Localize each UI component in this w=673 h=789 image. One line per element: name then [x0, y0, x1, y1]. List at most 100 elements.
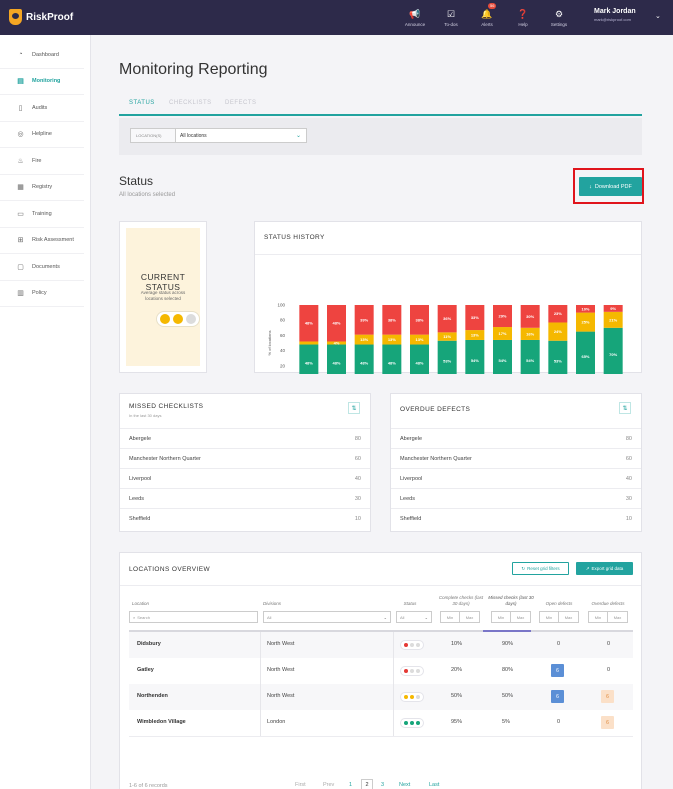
data-label: 48%: [332, 321, 340, 326]
pager-page-2[interactable]: 2: [361, 779, 373, 789]
sorted-column-indicator: [483, 630, 531, 632]
location-name: Abergele: [129, 435, 152, 442]
sidebar-item-risk-assessment[interactable]: ⊞ Risk Assessment: [0, 228, 84, 254]
sidebar-item-dashboard[interactable]: ◔ Dashboard: [0, 42, 84, 69]
help-icon: ❓: [517, 8, 529, 19]
table-row[interactable]: Northenden North West 50% 50% 6 6: [129, 684, 633, 710]
cell-complete: 50%: [451, 693, 463, 699]
sidebar-item-training[interactable]: ▭ Training: [0, 201, 84, 228]
open-defects-range-filter[interactable]: Min Max: [539, 611, 579, 623]
sidebar-item-monitoring[interactable]: ▤ Monitoring: [0, 69, 84, 95]
sidebar-item-registry[interactable]: ▦ Registry: [0, 175, 84, 201]
overdue-defects-card: OVERDUE DEFECTS ⇅ Abergele 80 Manchester …: [390, 393, 642, 532]
min-input[interactable]: Min: [539, 611, 559, 623]
gear-icon: ⚙: [554, 8, 564, 19]
nav-alerts[interactable]: 🔔 56 Alerts: [469, 0, 505, 35]
data-label: 13%: [471, 333, 479, 338]
table-row[interactable]: Didsbury North West 10% 90% 0 0: [129, 632, 633, 658]
min-input[interactable]: Min: [491, 611, 511, 623]
pager-next[interactable]: Next: [399, 782, 411, 788]
max-input[interactable]: Max: [559, 611, 579, 623]
brand-logo[interactable]: RiskProof: [9, 9, 73, 25]
download-pdf-button[interactable]: ↓ Download PDF: [579, 177, 642, 196]
y-tick-label: 80: [280, 318, 286, 323]
table-row[interactable]: Wimbledon Village London 95% 5% 0 6: [129, 710, 633, 736]
sidebar-item-helpline[interactable]: ◎ Helpline: [0, 122, 84, 148]
missed-range-filter[interactable]: Min Max: [491, 611, 531, 623]
column-header-missed-checks[interactable]: Missed checks (last 30 days): [488, 595, 534, 606]
pager-first[interactable]: First: [295, 782, 306, 788]
status-light: [409, 668, 415, 674]
max-input[interactable]: Max: [608, 611, 628, 623]
tab-defects[interactable]: DEFECTS: [225, 100, 257, 106]
table-row[interactable]: Gatley North West 20% 80% 6 0: [129, 658, 633, 684]
nav-announce[interactable]: 📢 Announce: [397, 0, 433, 35]
sidebar-item-fire[interactable]: ♨ Fire: [0, 148, 84, 175]
status-filter-select[interactable]: All ⌄: [396, 611, 432, 623]
brand-name: RiskProof: [26, 11, 74, 23]
sidebar-item-audits[interactable]: ▯ Audits: [0, 95, 84, 122]
bell-icon: 🔔: [481, 8, 493, 19]
location-search-input[interactable]: ⌕ Search: [129, 611, 258, 623]
pager-prev[interactable]: Prev: [323, 782, 335, 788]
division-filter-select[interactable]: All ⌄: [263, 611, 391, 623]
cell-divider: [260, 710, 261, 736]
overdue-defects-badge[interactable]: 6: [601, 716, 614, 729]
column-header-overdue-defects[interactable]: Overdue defects: [591, 601, 625, 606]
y-tick-label: 60: [280, 333, 286, 338]
data-label: 38%: [388, 317, 396, 322]
shield-logo-icon: [9, 9, 22, 25]
max-input[interactable]: Max: [511, 611, 531, 623]
sort-icon[interactable]: ⇅: [619, 402, 631, 414]
tab-checklists[interactable]: CHECKLISTS: [169, 100, 212, 106]
list-item: Abergele 80: [391, 428, 641, 448]
pager-page-3[interactable]: 3: [381, 782, 385, 788]
chevron-down-icon[interactable]: ⌄: [655, 13, 661, 20]
current-status-subtitle: Average status across locations selected: [140, 290, 186, 301]
bar-segment: [493, 339, 512, 374]
export-grid-data-button[interactable]: ↗ Export grid data: [576, 562, 633, 575]
column-header-open-defects[interactable]: Open defects: [545, 601, 573, 606]
y-tick-label: 20: [280, 363, 286, 368]
column-header-status[interactable]: Status: [403, 601, 417, 606]
sidebar-item-label: Policy: [32, 290, 47, 297]
overdue-defects-badge[interactable]: 6: [601, 690, 614, 703]
column-header-complete-checks[interactable]: Complete checks (last 30 days): [438, 595, 484, 606]
page-title: Monitoring Reporting: [119, 61, 268, 78]
pager-last[interactable]: Last: [429, 782, 440, 788]
max-input[interactable]: Max: [460, 611, 480, 623]
reset-grid-filters-button[interactable]: ↻ Reset grid filters: [512, 562, 569, 575]
user-menu[interactable]: Mark Jordan mark@riskproof.com: [594, 8, 636, 22]
sidebar-item-policy[interactable]: ▥ Policy: [0, 281, 84, 307]
location-filter-label: LOCATION(S): [130, 128, 175, 143]
column-header-divisions[interactable]: Divisions: [263, 601, 282, 606]
bar-segment: [354, 305, 374, 335]
cell-location: Wimbledon Village: [137, 719, 186, 725]
tab-status[interactable]: STATUS: [129, 100, 155, 106]
min-input[interactable]: Min: [440, 611, 460, 623]
bar-segment: [576, 331, 595, 374]
location-select[interactable]: All locations ⌄: [175, 128, 307, 143]
open-defects-badge[interactable]: 6: [551, 664, 564, 677]
count-value: 40: [354, 475, 361, 482]
cell-divider: [260, 658, 261, 684]
column-header-location[interactable]: Location: [132, 601, 150, 606]
status-indicator: [400, 692, 424, 702]
sidebar-item-documents[interactable]: ▢ Documents: [0, 254, 84, 281]
pager-page-1[interactable]: 1: [349, 782, 353, 788]
megaphone-icon: 📢: [409, 8, 421, 19]
overdue-defects-range-filter[interactable]: Min Max: [588, 611, 628, 623]
sort-icon[interactable]: ⇅: [348, 402, 360, 414]
min-input[interactable]: Min: [588, 611, 608, 623]
cell-complete: 10%: [451, 641, 463, 647]
complete-range-filter[interactable]: Min Max: [440, 611, 480, 623]
nav-todos[interactable]: ☑ To-dos: [433, 0, 469, 35]
data-label: 23%: [554, 311, 562, 316]
nav-settings[interactable]: ⚙ Settings: [541, 0, 577, 35]
status-light: [186, 314, 196, 324]
missed-checklists-subtitle: In the last 30 days: [129, 413, 162, 418]
nav-help[interactable]: ❓ Help: [505, 0, 541, 35]
data-label: 21%: [609, 317, 617, 322]
section-title: Status: [119, 174, 154, 188]
open-defects-badge[interactable]: 6: [551, 690, 564, 703]
